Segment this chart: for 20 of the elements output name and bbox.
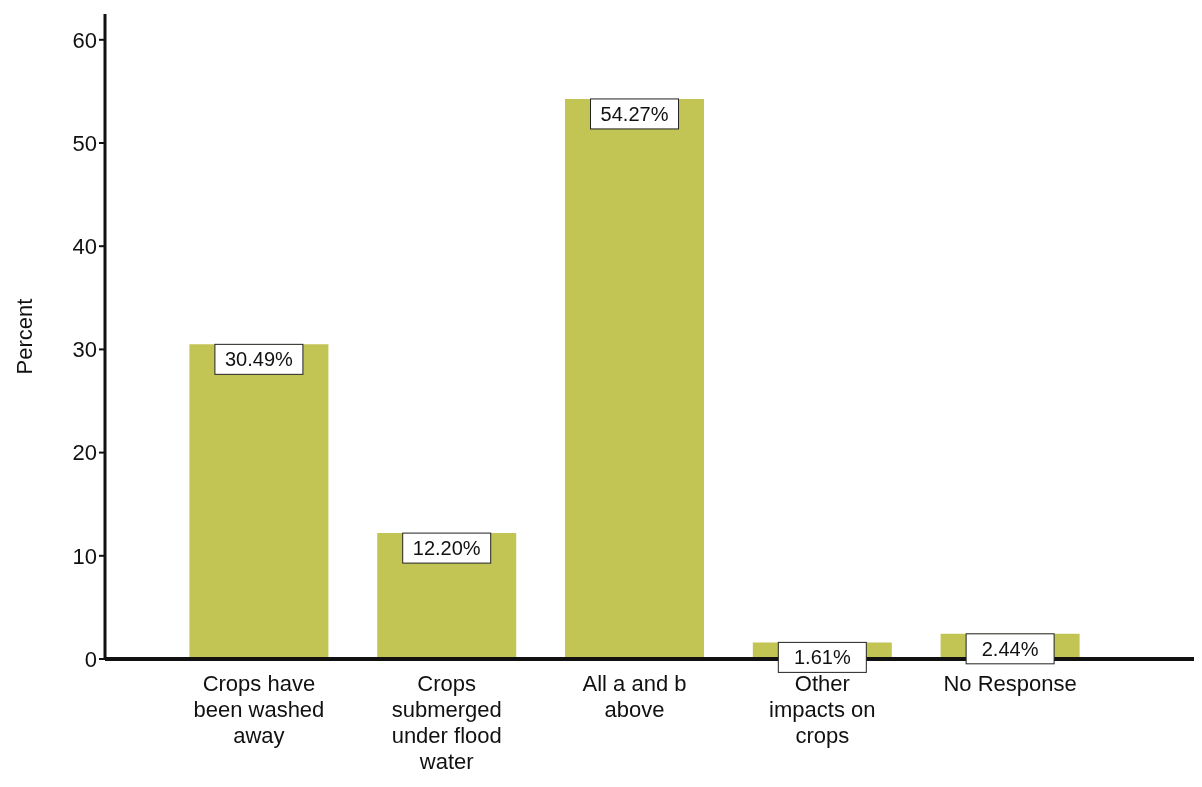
y-tick-label: 10	[72, 543, 97, 569]
y-tick-label: 20	[72, 440, 97, 466]
bar	[565, 98, 705, 659]
x-tick-label: All a and b above	[582, 671, 687, 722]
y-tick-label: 30	[72, 337, 97, 363]
y-tick-label: 0	[84, 646, 97, 672]
bar	[189, 344, 329, 659]
x-tick-label: No Response	[943, 671, 1077, 696]
y-axis-title: Percent	[11, 298, 37, 375]
y-tick-label: 40	[72, 234, 97, 260]
y-tick-label: 60	[72, 27, 97, 53]
data-label: 1.61%	[793, 646, 851, 669]
y-tick-label: 50	[72, 130, 97, 156]
data-label: 54.27%	[600, 102, 669, 125]
data-label: 30.49%	[224, 348, 294, 371]
data-label: 12.20%	[412, 537, 481, 560]
x-tick-label: Crops submerged under flood water	[391, 671, 502, 774]
x-tick-label: Other impacts on crops	[769, 671, 876, 748]
x-tick-label: Crops have been washed away	[193, 671, 325, 748]
data-label: 2.44%	[981, 637, 1039, 660]
